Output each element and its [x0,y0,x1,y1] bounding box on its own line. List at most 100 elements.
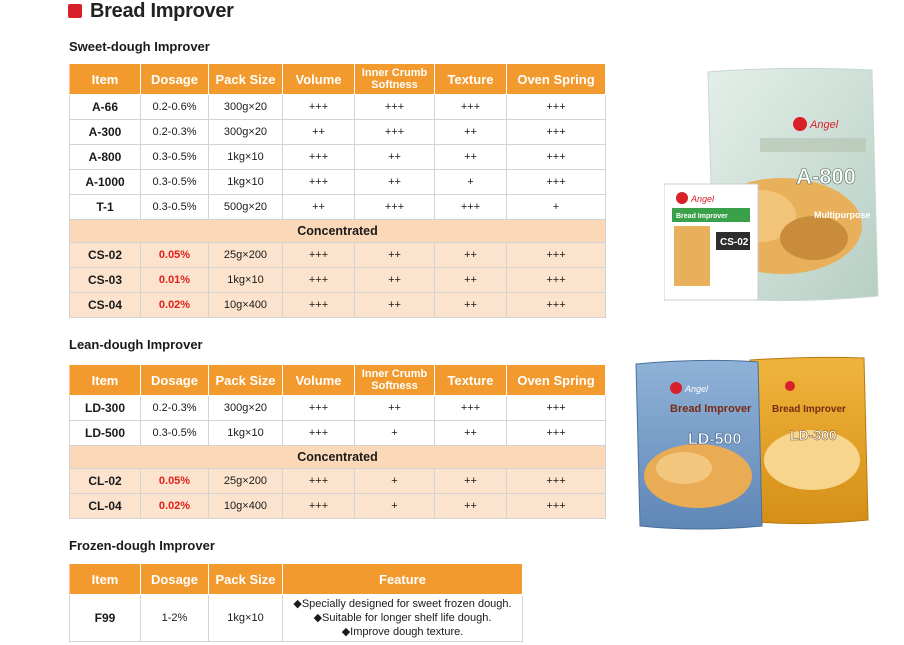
cell-volume: +++ [282,292,355,318]
cell-volume: ++ [282,194,355,220]
col-volume: Volume [282,63,355,95]
col-texture: Texture [434,63,507,95]
table-row: CS-02 0.05% 25g×200 +++ ++ ++ +++ [69,242,606,268]
cell-texture: ++ [434,144,507,170]
table-row: CS-03 0.01% 1kg×10 +++ ++ ++ +++ [69,267,606,293]
table-header-row: Item Dosage Pack Size Volume Inner Crumb… [69,63,606,95]
cell-volume: +++ [282,94,355,120]
page-title-text: Bread Improver [90,0,234,22]
cell-volume: +++ [282,420,355,446]
concentrated-label: Concentrated [69,445,606,469]
cell-pack: 10g×400 [208,493,283,519]
cell-pack: 300g×20 [208,395,283,421]
a-series-product-image: Angel A-800 Multipurpose Angel Bread Imp… [663,66,882,306]
cell-softness: +++ [354,194,435,220]
frozen-dough-table: Item Dosage Pack Size Feature F99 1-2% 1… [69,563,523,642]
cell-item: CS-03 [69,267,141,293]
cell-spring: +++ [506,144,606,170]
cell-volume: +++ [282,493,355,519]
title-square-icon [68,4,82,18]
cell-dosage: 0.2-0.3% [140,119,209,145]
cell-spring: +++ [506,395,606,421]
cell-volume: ++ [282,119,355,145]
cell-volume: +++ [282,468,355,494]
bag-model: LD-300 [790,427,837,443]
cell-spring: +++ [506,420,606,446]
sachet-name: Bread Improver [676,213,728,220]
bag-brand: Angel [684,384,709,394]
cell-item: F99 [69,594,141,642]
table-row: CL-04 0.02% 10g×400 +++ + ++ +++ [69,493,606,519]
table-row: A-800 0.3-0.5% 1kg×10 +++ ++ ++ +++ [69,144,606,170]
cell-volume: +++ [282,144,355,170]
cell-spring: +++ [506,94,606,120]
cell-spring: +++ [506,242,606,268]
concentrated-row: Concentrated [69,445,606,469]
cell-pack: 10g×400 [208,292,283,318]
cell-spring: +++ [506,292,606,318]
ld-series-product-image: Bread Improver LD-300 Angel Bread Improv… [632,356,870,532]
cell-texture: ++ [434,468,507,494]
cell-softness: + [354,493,435,519]
lean-section-title: Lean-dough Improver [69,337,203,352]
cell-texture: ++ [434,119,507,145]
cell-texture: +++ [434,94,507,120]
col-dosage: Dosage [140,563,209,595]
cell-dosage: 0.2-0.6% [140,94,209,120]
cell-dosage: 0.02% [140,493,209,519]
feature-line: ◆Specially designed for sweet frozen dou… [293,598,512,610]
sachet-brand: Angel [690,194,715,204]
table-header-row: Item Dosage Pack Size Volume Inner Crumb… [69,364,606,396]
cell-softness: + [354,420,435,446]
col-texture: Texture [434,364,507,396]
cell-texture: ++ [434,493,507,519]
cell-dosage: 0.3-0.5% [140,420,209,446]
cell-item: T-1 [69,194,141,220]
table-row: CL-02 0.05% 25g×200 +++ + ++ +++ [69,468,606,494]
col-pack-size: Pack Size [208,563,283,595]
concentrated-row: Concentrated [69,219,606,243]
cell-softness: +++ [354,94,435,120]
cell-softness: ++ [354,144,435,170]
cell-dosage: 0.3-0.5% [140,144,209,170]
bag-brand: Angel [809,119,839,131]
table-row: A-300 0.2-0.3% 300g×20 ++ +++ ++ +++ [69,119,606,145]
cell-texture: ++ [434,242,507,268]
sweet-section-title: Sweet-dough Improver [69,39,210,54]
cell-feature: ◆Specially designed for sweet frozen dou… [282,594,523,642]
feature-line: ◆Improve dough texture. [341,626,464,638]
cell-texture: +++ [434,194,507,220]
cell-softness: ++ [354,169,435,195]
cell-item: A-300 [69,119,141,145]
cell-pack: 500g×20 [208,194,283,220]
cell-item: LD-300 [69,395,141,421]
cell-texture: +++ [434,395,507,421]
cell-spring: +++ [506,267,606,293]
cell-pack: 1kg×10 [208,169,283,195]
cell-spring: +++ [506,468,606,494]
col-dosage: Dosage [140,364,209,396]
cell-texture: ++ [434,292,507,318]
cell-pack: 1kg×10 [208,594,283,642]
table-row: A-1000 0.3-0.5% 1kg×10 +++ ++ + +++ [69,169,606,195]
cell-spring: +++ [506,119,606,145]
cell-dosage: 0.3-0.5% [140,169,209,195]
cell-item: A-800 [69,144,141,170]
col-item: Item [69,563,141,595]
cell-volume: +++ [282,267,355,293]
sweet-dough-table: Item Dosage Pack Size Volume Inner Crumb… [69,63,606,318]
table-row: A-66 0.2-0.6% 300g×20 +++ +++ +++ +++ [69,94,606,120]
cell-softness: +++ [354,119,435,145]
cell-item: LD-500 [69,420,141,446]
cell-spring: + [506,194,606,220]
cell-spring: +++ [506,493,606,519]
bag-name: Bread Improver [772,404,846,415]
bag-model: LD-500 [688,431,741,448]
cell-pack: 25g×200 [208,468,283,494]
sachet-model: CS-02 [720,237,749,248]
col-feature: Feature [282,563,523,595]
col-volume: Volume [282,364,355,396]
col-inner-crumb-softness: Inner Crumb Softness [354,63,435,95]
cell-volume: +++ [282,242,355,268]
cell-softness: + [354,468,435,494]
